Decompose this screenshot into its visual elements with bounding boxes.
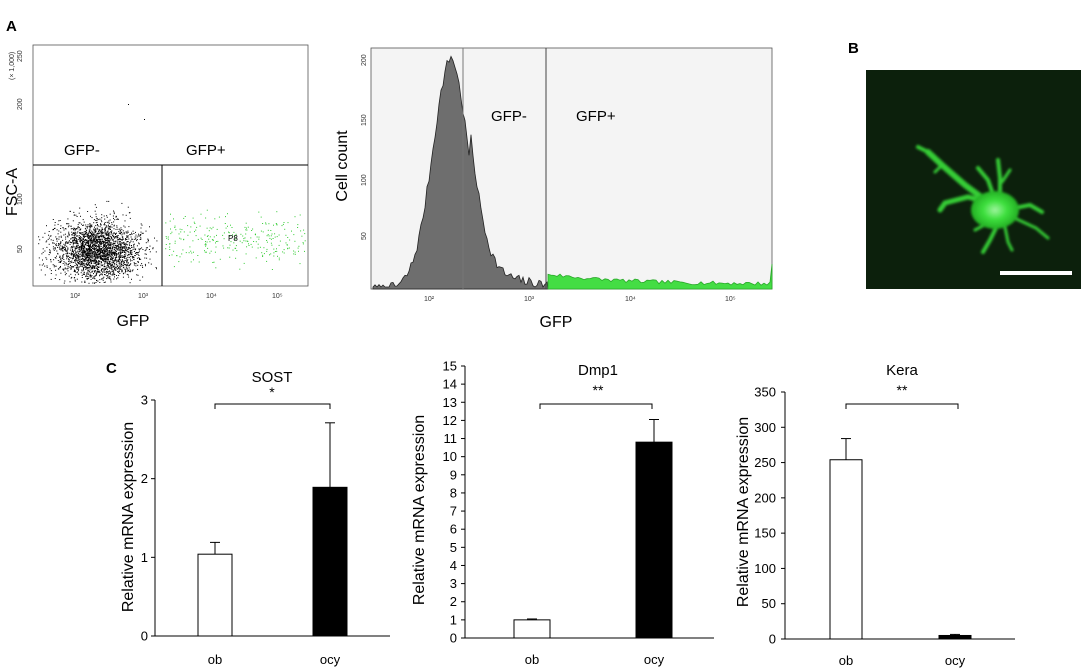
histogram-y-tick: 100 <box>361 174 368 186</box>
y-axis-label: Relative mRNA expression <box>120 422 137 612</box>
bar-ocy <box>312 486 348 637</box>
significance-marker: ** <box>593 382 604 398</box>
histogram-y-tick: 200 <box>361 54 368 66</box>
histogram-y-tick: 50 <box>361 232 368 240</box>
significance-bracket <box>539 403 653 409</box>
y-tick-label: 2 <box>450 594 457 609</box>
chart-title: Dmp1 <box>578 362 618 379</box>
y-tick-label: 13 <box>443 395 457 410</box>
y-tick-label: 9 <box>450 467 457 482</box>
bar-chart-sost: SOST Relative mRNA expression ob ocy * 0… <box>120 369 390 667</box>
bar-chart-dmp1: Dmp1 Relative mRNA expression ob ocy ** … <box>411 359 714 667</box>
y-tick-label: 10 <box>443 449 457 464</box>
bar-ocy <box>635 441 673 639</box>
x-tick-label: ob <box>208 652 222 667</box>
significance-bracket <box>845 403 959 409</box>
histogram-x-tick: 10² <box>424 296 435 303</box>
y-tick-label: 150 <box>754 526 776 541</box>
y-tick-label: 2 <box>141 471 148 486</box>
bar-charts: SOST Relative mRNA expression ob ocy * 0… <box>120 359 1015 668</box>
y-tick-label: 3 <box>450 576 457 591</box>
x-tick-label: ob <box>839 653 853 668</box>
chart-title: SOST <box>252 369 293 386</box>
histogram-x-tick: 10⁴ <box>625 296 636 303</box>
y-tick-label: 12 <box>443 413 457 428</box>
y-tick-label: 15 <box>443 359 457 374</box>
y-tick-label: 1 <box>141 550 148 565</box>
histogram-gate-pos-label: GFP+ <box>576 108 616 125</box>
x-tick-label: ocy <box>644 652 665 667</box>
significance-marker: ** <box>897 382 908 398</box>
y-tick-label: 8 <box>450 485 457 500</box>
x-tick-label: ob <box>525 652 539 667</box>
scatter-dots <box>38 104 306 284</box>
scatter-x-tick: 10⁵ <box>272 293 283 300</box>
scatter-y-axis-label: FSC-A <box>4 168 21 216</box>
scatter-y-tick: 100 <box>17 193 24 205</box>
y-axis-label: Relative mRNA expression <box>735 417 752 607</box>
y-tick-label: 4 <box>450 558 457 573</box>
y-tick-label: 5 <box>450 540 457 555</box>
histogram-y-tick: 150 <box>361 114 368 126</box>
y-axis-label: Relative mRNA expression <box>411 415 428 605</box>
chart-title: Kera <box>886 362 918 379</box>
bar-ob <box>197 553 233 637</box>
scatter-x-axis-label: GFP <box>117 313 150 330</box>
scatter-x-tick: 10² <box>70 293 81 300</box>
scatter-y-tick: 250 <box>17 50 24 62</box>
bar-ob <box>829 459 863 640</box>
significance-bracket <box>214 403 331 409</box>
scatter-x-tick: 10⁴ <box>206 293 217 300</box>
y-tick-label: 300 <box>754 420 776 435</box>
y-tick-label: 6 <box>450 522 457 537</box>
panel-label-c: C <box>106 360 117 377</box>
y-tick-label: 1 <box>450 612 457 627</box>
y-tick-label: 200 <box>754 490 776 505</box>
scatter-y-multiplier: (× 1,000) <box>9 52 16 80</box>
y-tick-label: 7 <box>450 504 457 519</box>
panel-label-b: B <box>848 40 859 57</box>
y-tick-label: 100 <box>754 561 776 576</box>
histogram-y-axis-label: Cell count <box>334 130 351 202</box>
gfp-micrograph <box>866 70 1081 289</box>
y-tick-label: 250 <box>754 455 776 470</box>
x-tick-label: ocy <box>320 652 341 667</box>
scale-bar <box>1000 271 1072 275</box>
bar-ob <box>513 619 551 639</box>
panel-label-a: A <box>6 18 17 35</box>
scatter-gate-pos-label: GFP+ <box>186 142 226 159</box>
histogram-x-tick: 10³ <box>524 296 535 303</box>
y-tick-label: 0 <box>141 629 148 644</box>
bar-ocy <box>938 634 972 640</box>
histogram-gfp-positive-area <box>547 263 773 290</box>
histogram-gfp-negative-area <box>372 55 549 290</box>
y-tick-label: 350 <box>754 385 776 400</box>
osteocyte-cell <box>916 145 1050 254</box>
histogram-x-axis-label: GFP <box>540 314 573 331</box>
scatter-y-tick: 50 <box>17 245 24 253</box>
y-tick-label: 0 <box>450 631 457 646</box>
scatter-y-tick: 200 <box>17 98 24 110</box>
scatter-gate-neg-label: GFP- <box>64 142 100 159</box>
significance-marker: * <box>269 384 275 400</box>
y-tick-label: 0 <box>769 632 776 647</box>
population-label: P8 <box>228 234 238 243</box>
y-tick-label: 14 <box>443 377 457 392</box>
flow-scatter-plot: GFP- GFP+ P8 250 200 100 50 (× 1,000) FS… <box>4 44 309 330</box>
histogram-x-tick: 10⁵ <box>725 296 736 303</box>
bar-chart-kera: Kera Relative mRNA expression ob ocy ** … <box>735 362 1015 668</box>
histogram-gate-neg-label: GFP- <box>491 108 527 125</box>
y-tick-label: 11 <box>444 431 458 446</box>
y-tick-label: 50 <box>762 596 776 611</box>
scatter-x-tick: 10³ <box>138 293 149 300</box>
y-tick-label: 3 <box>141 393 148 408</box>
micrograph-background <box>866 70 1081 289</box>
flow-histogram: GFP- GFP+ 200 150 100 50 Cell count 10² … <box>334 47 773 331</box>
x-tick-label: ocy <box>945 653 966 668</box>
